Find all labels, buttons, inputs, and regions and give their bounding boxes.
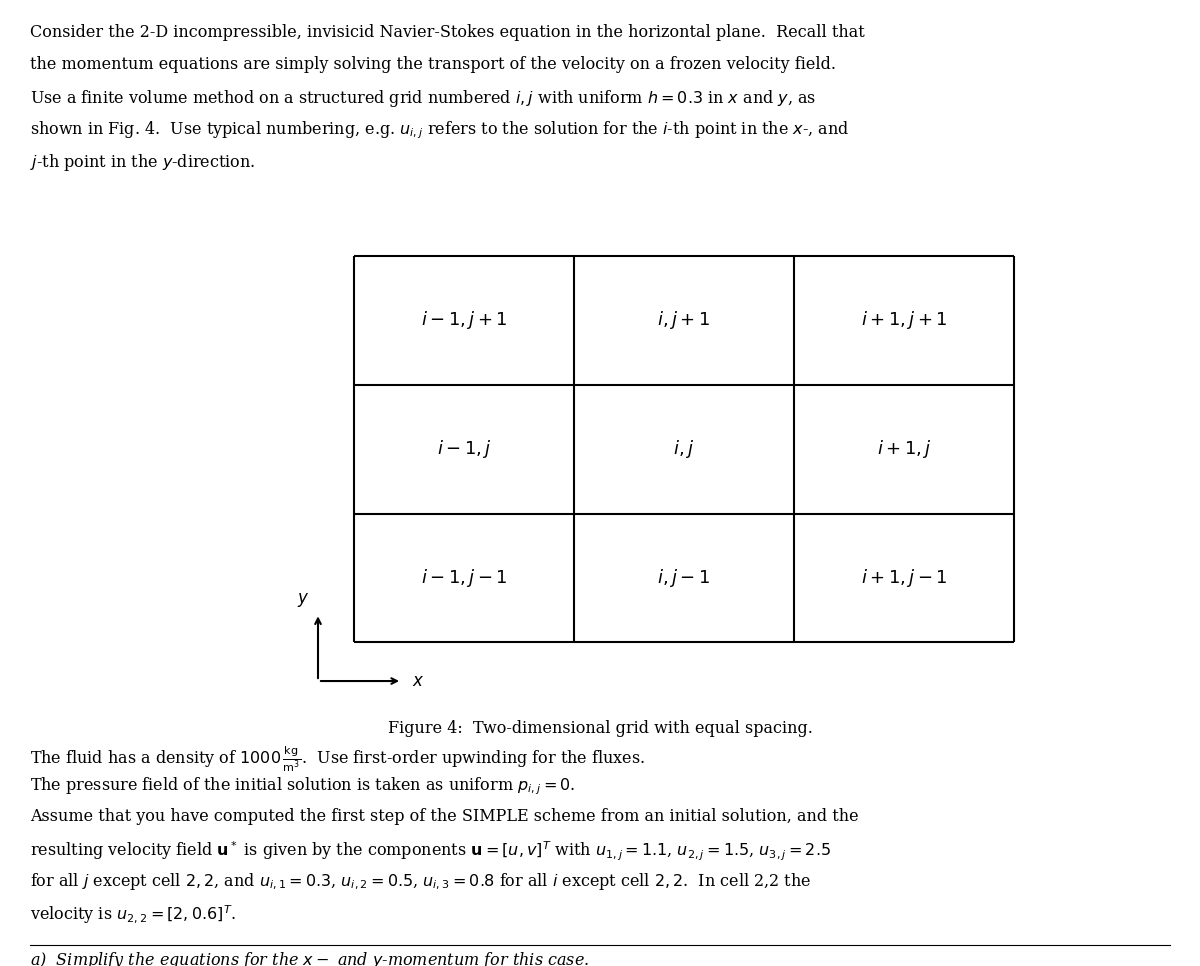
Text: $i-1,j$: $i-1,j$ xyxy=(437,439,491,460)
Text: resulting velocity field $\mathbf{u}^*$ is given by the components $\mathbf{u} =: resulting velocity field $\mathbf{u}^*$ … xyxy=(30,839,830,863)
Text: $i,j$: $i,j$ xyxy=(673,439,695,460)
Text: velocity is $u_{2,2} = [2, 0.6]^T$.: velocity is $u_{2,2} = [2, 0.6]^T$. xyxy=(30,903,236,925)
Text: $i-1,j-1$: $i-1,j-1$ xyxy=(421,567,508,589)
Text: $i+1,j+1$: $i+1,j+1$ xyxy=(860,309,947,331)
Text: $i,j-1$: $i,j-1$ xyxy=(658,567,710,589)
Text: shown in Fig. 4.  Use typical numbering, e.g. $u_{i,j}$ refers to the solution f: shown in Fig. 4. Use typical numbering, … xyxy=(30,120,850,141)
Text: $x$: $x$ xyxy=(412,672,424,690)
Text: for all $j$ except cell $2, 2$, and $u_{i,1} = 0.3$, $u_{i,2} = 0.5$, $u_{i,3} =: for all $j$ except cell $2, 2$, and $u_{… xyxy=(30,871,811,893)
Text: the momentum equations are simply solving the transport of the velocity on a fro: the momentum equations are simply solvin… xyxy=(30,56,836,73)
Text: $y$: $y$ xyxy=(298,590,310,609)
Text: Consider the 2-D incompressible, invisicid Navier-Stokes equation in the horizon: Consider the 2-D incompressible, invisic… xyxy=(30,24,865,42)
Text: $i+1,j-1$: $i+1,j-1$ xyxy=(860,567,947,589)
Text: $i,j+1$: $i,j+1$ xyxy=(658,309,710,331)
Text: $i+1,j$: $i+1,j$ xyxy=(877,439,931,460)
Text: Figure 4:  Two-dimensional grid with equal spacing.: Figure 4: Two-dimensional grid with equa… xyxy=(388,720,812,737)
Text: The pressure field of the initial solution is taken as uniform $p_{i,j} = 0$.: The pressure field of the initial soluti… xyxy=(30,776,575,797)
Text: Use a finite volume method on a structured grid numbered $i, j$ with uniform $h : Use a finite volume method on a structur… xyxy=(30,88,816,109)
Text: $i-1,j+1$: $i-1,j+1$ xyxy=(421,309,508,331)
Text: $j$-th point in the $y$-direction.: $j$-th point in the $y$-direction. xyxy=(30,152,256,173)
Text: The fluid has a density of $1000\,\frac{\mathrm{kg}}{\mathrm{m}^3}$.  Use first-: The fluid has a density of $1000\,\frac{… xyxy=(30,744,646,774)
Text: Assume that you have computed the first step of the SIMPLE scheme from an initia: Assume that you have computed the first … xyxy=(30,808,859,825)
Text: a)  Simplify the equations for the $x-$ and $y$-momentum for this case.: a) Simplify the equations for the $x-$ a… xyxy=(30,950,589,966)
